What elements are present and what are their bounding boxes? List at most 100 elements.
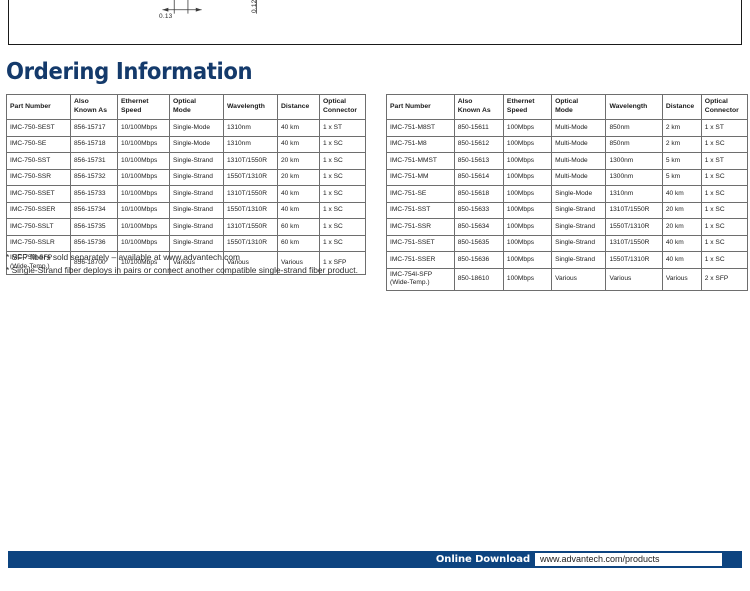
cell-2: 100Mbps	[502, 152, 553, 170]
cell-6: 1 x SC	[700, 168, 749, 186]
cell-0: IMC-751-SSET	[386, 234, 455, 252]
cell-2: 100Mbps	[502, 234, 553, 252]
cell-6: 1 x SC	[700, 251, 749, 269]
table-row: IMC-750-SSLR 856-15736 10/100Mbps Single-St…	[6, 234, 366, 252]
cell-3: Single-Strand	[551, 234, 607, 252]
column-header-6: Optical Connector	[700, 94, 749, 120]
drawing-dimension-0-13: 0.13	[159, 13, 173, 20]
cell-4: 1310nm	[223, 119, 278, 137]
cell-5: 2 km	[661, 119, 702, 137]
cell-1: 850-15613	[453, 152, 504, 170]
table-row: IMC-754I-SFP (Wide-Temp.) 850-18610 100Mbps…	[386, 267, 749, 292]
cell-5: 5 km	[661, 168, 702, 186]
cell-1: 850-18610	[453, 267, 504, 292]
cell-4: 1310nm	[605, 185, 663, 203]
cell-6: 1 x ST	[700, 152, 749, 170]
page-title: Ordering Information	[6, 59, 253, 85]
cell-2: 100Mbps	[502, 119, 553, 137]
cell-6: 1 x SC	[319, 152, 366, 170]
cell-5: 20 km	[277, 168, 320, 186]
cell-0: IMC-750-SSER	[6, 201, 71, 219]
cell-6: 1 x SC	[700, 185, 749, 203]
cell-4: 850nm	[605, 135, 663, 153]
mechanical-drawing-panel: 0.13 0.12 0.3	[8, 0, 742, 45]
cell-1: 850-15633	[453, 201, 504, 219]
column-header-2: Ethernet Speed	[117, 94, 170, 120]
cell-2: 10/100Mbps	[117, 201, 170, 219]
table-row: IMC-751-SSR 850-15634 100Mbps Single-Strand…	[386, 218, 749, 236]
cell-1: 850-15612	[453, 135, 504, 153]
cell-0: IMC-751-SST	[386, 201, 455, 219]
cell-1: 856-15731	[70, 152, 118, 170]
cell-4: 1550T/1310R	[223, 201, 278, 219]
cell-4: 1300nm	[605, 168, 663, 186]
table-row: IMC-750-SSLT 856-15735 10/100Mbps Single-St…	[6, 218, 366, 236]
cell-3: Single-Strand	[169, 218, 224, 236]
column-header-2: Ethernet Speed	[502, 94, 553, 120]
cell-3: Multi-Mode	[551, 119, 607, 137]
cell-5: 40 km	[277, 119, 320, 137]
cell-0: IMC-754I-SFP (Wide-Temp.)	[386, 267, 455, 292]
cell-4: 1310T/1550R	[605, 201, 663, 219]
cell-3: Single-Strand	[169, 152, 224, 170]
download-url-field[interactable]: www.advantech.com/products	[535, 553, 722, 566]
cell-3: Single-Strand	[169, 185, 224, 203]
column-header-6: Optical Connector	[319, 94, 366, 120]
cell-0: IMC-750-SSLT	[6, 218, 71, 236]
column-header-0: Part Number	[386, 94, 455, 120]
cell-1: 856-15718	[70, 135, 118, 153]
cell-0: IMC-751-M8	[386, 135, 455, 153]
cell-5: 40 km	[277, 185, 320, 203]
cell-5: 60 km	[277, 234, 320, 252]
cell-6: 1 x SC	[700, 218, 749, 236]
cell-1: 856-15732	[70, 168, 118, 186]
table-row: IMC-751-MM 850-15614 100Mbps Multi-Mode 1300…	[386, 168, 749, 186]
cell-4: 1550T/1310R	[223, 234, 278, 252]
cell-0: IMC-750-SST	[6, 152, 71, 170]
mechanical-drawing-svg	[162, 0, 257, 14]
cell-0: IMC-750-SSET	[6, 185, 71, 203]
cell-2: 100Mbps	[502, 251, 553, 269]
cell-3: Single-Strand	[169, 168, 224, 186]
cell-1: 850-15634	[453, 218, 504, 236]
table-body-right: IMC-751-M8ST 850-15611 100Mbps Multi-Mode 85…	[386, 119, 749, 292]
cell-2: 10/100Mbps	[117, 152, 170, 170]
cell-1: 850-15618	[453, 185, 504, 203]
cell-6: 1 x SC	[319, 185, 366, 203]
cell-1: 856-15733	[70, 185, 118, 203]
cell-6: 1 x SC	[319, 168, 366, 186]
cell-0: IMC-751-M8ST	[386, 119, 455, 137]
cell-3: Various	[551, 267, 607, 292]
cell-4: 1310nm	[223, 135, 278, 153]
column-header-5: Distance	[661, 94, 702, 120]
table-row: IMC-750-SEST 856-15717 10/100Mbps Single-Mo…	[6, 119, 366, 137]
table-row: IMC-751-M8ST 850-15611 100Mbps Multi-Mode 85…	[386, 119, 749, 137]
cell-4: 1310T/1550R	[223, 218, 278, 236]
cell-3: Single-Strand	[169, 201, 224, 219]
table-row: IMC-751-SSER 850-15636 100Mbps Single-Stran…	[386, 251, 749, 269]
cell-6: 1 x SC	[700, 234, 749, 252]
table-row: IMC-750-SST 856-15731 10/100Mbps Single-Str…	[6, 152, 366, 170]
cell-4: 1310T/1550R	[223, 152, 278, 170]
ordering-table-imc-751: Part Number Also Known As Ethernet Speed Opti…	[386, 94, 749, 292]
footnotes: * SFP fibers sold separately – available…	[6, 251, 378, 277]
cell-0: IMC-751-MM	[386, 168, 455, 186]
cell-0: IMC-750-SEST	[6, 119, 71, 137]
cell-5: 20 km	[661, 201, 702, 219]
cell-0: IMC-750-SSR	[6, 168, 71, 186]
column-header-3: Optical Mode	[551, 94, 607, 120]
cell-1: 856-15735	[70, 218, 118, 236]
table-header-row-left: Part Number Also Known As Ethernet Speed Opti…	[6, 94, 366, 120]
cell-6: 1 x ST	[319, 119, 366, 137]
footer-bar: Online Download www.advantech.com/produc…	[8, 551, 742, 568]
cell-3: Multi-Mode	[551, 135, 607, 153]
cell-2: 10/100Mbps	[117, 218, 170, 236]
cell-6: 1 x ST	[700, 119, 749, 137]
cell-1: 850-15636	[453, 251, 504, 269]
cell-5: 40 km	[661, 234, 702, 252]
cell-2: 10/100Mbps	[117, 119, 170, 137]
table-row: IMC-751-MMST 850-15613 100Mbps Multi-Mode 13…	[386, 152, 749, 170]
column-header-3: Optical Mode	[169, 94, 224, 120]
cell-6: 2 x SFP	[700, 267, 749, 292]
cell-2: 10/100Mbps	[117, 135, 170, 153]
